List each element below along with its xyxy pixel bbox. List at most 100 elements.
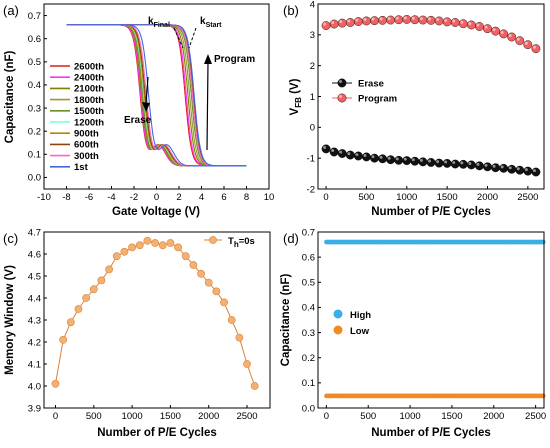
memory-window-point <box>112 252 121 261</box>
y-tick-label: 4.0 <box>28 381 41 392</box>
legend-label: 1500th <box>74 106 104 117</box>
panel-b-y-axis-label: VFB (V) <box>289 78 303 115</box>
k-start-dashed-line <box>188 27 197 49</box>
data-point-program <box>394 15 404 25</box>
legend-label: Low <box>350 326 370 337</box>
x-tick-label: 0 <box>324 411 329 422</box>
data-point-erase <box>491 163 500 173</box>
panel-c-plot-area <box>51 236 259 390</box>
data-point-erase <box>321 144 331 154</box>
y-tick-label: 0.7 <box>28 11 41 22</box>
k-start-label: kStart <box>200 16 222 29</box>
y-tick-label: 4.1 <box>28 359 41 370</box>
memory-window-point <box>250 382 259 390</box>
y-tick-label: 0.7 <box>302 227 315 238</box>
memory-window-point <box>135 241 144 250</box>
x-tick-label: 1500 <box>441 411 462 422</box>
y-tick-label: 4.2 <box>28 337 41 348</box>
legend-label: 1800th <box>74 95 104 106</box>
data-point-program <box>434 16 444 26</box>
y-tick-label: 2 <box>310 61 315 72</box>
data-point-program <box>345 18 355 27</box>
x-tick-label: 10 <box>264 192 275 203</box>
memory-window-point <box>128 243 137 252</box>
legend-label: Erase <box>358 79 384 90</box>
memory-window-point <box>227 316 236 324</box>
data-point-erase <box>442 159 452 168</box>
data-point-erase <box>345 150 355 160</box>
panel-a-label: (a) <box>3 3 19 18</box>
panel-a-y-axis-label: Capacitance (nF) <box>4 51 16 144</box>
legend-marker <box>337 93 347 103</box>
legend-label: 2400th <box>74 73 104 84</box>
y-tick-label: 0.1 <box>302 378 315 389</box>
memory-window-point <box>166 239 175 247</box>
panel-a-plot-area <box>66 24 247 167</box>
panel-c-legend: Th=0s <box>204 236 255 249</box>
data-point-erase <box>523 166 533 176</box>
data-point-erase <box>337 149 347 158</box>
memory-window-point <box>51 379 60 388</box>
program-label: Program <box>214 54 255 65</box>
data-point-program <box>353 17 363 26</box>
memory-window-point <box>97 276 106 285</box>
x-tick-label: -2 <box>130 192 138 203</box>
data-point-erase <box>466 160 476 170</box>
data-point-erase <box>353 151 363 161</box>
data-point-program <box>442 17 452 27</box>
x-tick-label: 2000 <box>477 192 498 203</box>
memory-window-point <box>243 360 251 368</box>
y-tick-label: 0.1 <box>28 150 41 161</box>
y-tick-label: 0.5 <box>302 278 315 289</box>
erase-label: Erase <box>124 115 152 126</box>
memory-window-point <box>82 294 91 302</box>
series-high <box>324 239 546 245</box>
x-tick-label: -10 <box>37 192 51 203</box>
legend-label: 300th <box>74 151 99 162</box>
y-tick-label: -1 <box>307 153 315 164</box>
x-tick-label: 2 <box>176 192 181 203</box>
memory-window-point <box>204 278 213 287</box>
x-tick-label: 2500 <box>236 411 257 422</box>
y-tick-label: 4.3 <box>28 315 41 326</box>
x-tick-label: 1000 <box>396 192 417 203</box>
x-tick-label: 500 <box>358 192 374 203</box>
legend-marker <box>209 236 217 244</box>
x-tick-label: 0 <box>323 192 328 203</box>
y-tick-label: 3 <box>310 30 315 41</box>
data-point-program <box>507 32 517 42</box>
y-tick-label: 0 <box>310 123 315 134</box>
cv-curve-program-1st <box>66 24 247 167</box>
panel-c-x-ticks: 0 500 1000 1500 2000 2500 <box>53 405 258 422</box>
program-arrow-head <box>204 54 212 64</box>
data-point-program <box>362 16 371 26</box>
data-point-program <box>378 15 387 25</box>
data-point-program <box>402 15 412 24</box>
legend-label: 1st <box>74 162 89 173</box>
panel-b-x-axis-label: Number of P/E Cycles <box>371 206 491 218</box>
legend-label: Program <box>358 94 397 105</box>
data-point-program <box>515 36 525 46</box>
data-point-erase <box>450 159 460 169</box>
y-tick-label: 0.6 <box>302 252 315 263</box>
x-tick-label: 1000 <box>122 411 143 422</box>
data-point-erase <box>370 153 379 163</box>
data-point-program <box>426 15 436 25</box>
legend-label: 2100th <box>74 84 104 95</box>
memory-window-point <box>105 265 114 274</box>
panel-d-x-axis-label: Number of P/E Cycles <box>371 427 491 439</box>
panel-b-legend: Erase Program <box>332 79 397 105</box>
data-point-high <box>541 239 546 245</box>
y-tick-label: 0.2 <box>28 126 41 137</box>
y-tick-label: 0.3 <box>28 103 41 114</box>
panel-b-plot-area <box>321 15 541 177</box>
data-point-program <box>450 18 460 27</box>
erase-arrow-line <box>145 76 149 105</box>
panel-c: (c) 0 500 1000 1500 2000 2500 3.9 4.0 4.1 4.2 4.3… <box>3 227 271 439</box>
panel-c-y-ticks: 3.9 4.0 4.1 4.2 4.3 4.4 4.5 4.6 4.7 <box>28 227 47 414</box>
x-tick-label: 6 <box>221 192 226 203</box>
data-point-erase <box>531 167 541 177</box>
data-point-program <box>329 19 339 29</box>
panel-c-y-axis-label: Memory Window (V) <box>4 265 16 375</box>
